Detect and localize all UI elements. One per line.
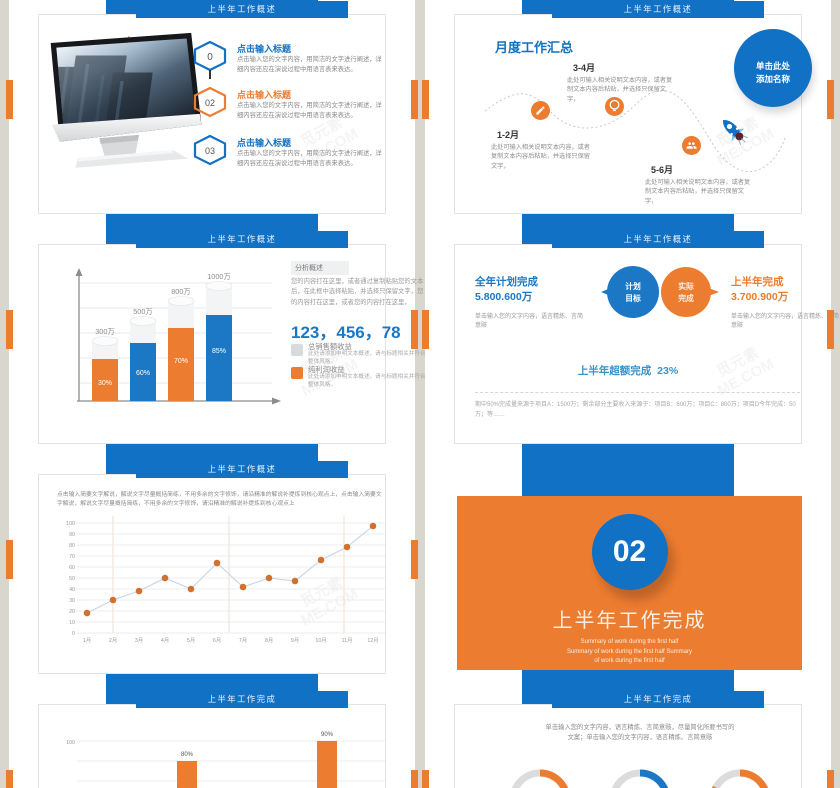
- svg-text:40: 40: [69, 587, 75, 593]
- svg-text:500万: 500万: [133, 307, 152, 316]
- svg-text:100: 100: [66, 740, 75, 746]
- svg-text:实际: 实际: [678, 281, 694, 291]
- svg-text:8月: 8月: [265, 637, 273, 644]
- svg-text:800万: 800万: [171, 287, 190, 296]
- svg-text:1月: 1月: [83, 637, 91, 644]
- svg-text:70: 70: [69, 554, 75, 560]
- svg-text:0: 0: [72, 631, 75, 637]
- svg-text:完成: 完成: [678, 293, 694, 303]
- svg-text:4月: 4月: [161, 637, 169, 644]
- svg-text:03: 03: [205, 146, 215, 156]
- svg-text:1000万: 1000万: [207, 272, 231, 281]
- svg-text:2月: 2月: [109, 637, 117, 644]
- svg-text:10: 10: [69, 620, 75, 626]
- svg-text:目标: 目标: [625, 293, 641, 303]
- svg-text:计划: 计划: [625, 281, 641, 291]
- svg-text:60%: 60%: [136, 370, 150, 377]
- svg-text:60: 60: [69, 565, 75, 571]
- svg-text:80%: 80%: [181, 752, 194, 758]
- svg-text:02: 02: [205, 98, 215, 108]
- svg-text:11月: 11月: [342, 637, 353, 644]
- svg-text:6月: 6月: [213, 637, 221, 644]
- svg-text:100: 100: [66, 521, 75, 527]
- svg-text:70%: 70%: [174, 358, 188, 365]
- svg-text:9月: 9月: [291, 637, 299, 644]
- svg-text:20: 20: [69, 609, 75, 615]
- svg-text:5月: 5月: [187, 637, 195, 644]
- svg-text:3月: 3月: [135, 637, 143, 644]
- svg-text:85%: 85%: [212, 348, 226, 355]
- svg-text:80: 80: [69, 543, 75, 549]
- svg-text:90: 90: [69, 532, 75, 538]
- svg-text:90%: 90%: [321, 732, 334, 738]
- svg-text:10月: 10月: [315, 637, 326, 644]
- svg-text:30: 30: [69, 598, 75, 604]
- svg-text:0: 0: [207, 52, 213, 63]
- svg-text:7月: 7月: [239, 637, 247, 644]
- svg-text:30%: 30%: [98, 380, 112, 387]
- svg-text:12月: 12月: [367, 637, 378, 644]
- svg-text:300万: 300万: [95, 327, 114, 336]
- svg-text:50: 50: [69, 576, 75, 582]
